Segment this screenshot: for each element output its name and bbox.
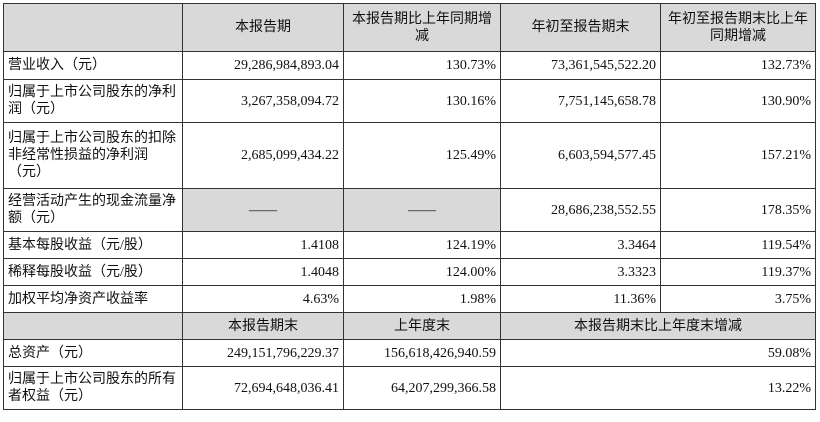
- cell-prior-year-end: 64,207,299,366.58: [343, 366, 501, 410]
- row-label: 稀释每股收益（元/股）: [3, 258, 183, 286]
- row-label: 基本每股收益（元/股）: [3, 231, 183, 259]
- table-row: 归属于上市公司股东的扣除非经常性损益的净利润（元） 2,685,099,434.…: [3, 122, 816, 189]
- cell-current-period: 2,685,099,434.22: [182, 122, 344, 189]
- cell-prior-year-end: 156,618,426,940.59: [343, 339, 501, 367]
- row-label: 归属于上市公司股东的净利润（元）: [3, 79, 183, 123]
- row-label: 营业收入（元）: [3, 51, 183, 80]
- cell-ytd-yoy: 119.37%: [660, 258, 816, 286]
- cell-change: 13.22%: [500, 366, 816, 410]
- table-row: 归属于上市公司股东的净利润（元） 3,267,358,094.72 130.16…: [3, 79, 816, 123]
- cell-ytd-yoy: 178.35%: [660, 188, 816, 232]
- cell-current-period-yoy: 130.73%: [343, 51, 501, 80]
- header2-change: 本报告期末比上年度末增减: [500, 312, 816, 340]
- cell-ytd-yoy: 157.21%: [660, 122, 816, 189]
- cell-ytd-yoy: 3.75%: [660, 285, 816, 313]
- cell-current-period: 29,286,984,893.04: [182, 51, 344, 80]
- cell-ytd: 3.3464: [500, 231, 661, 259]
- cell-current-period-yoy: 125.49%: [343, 122, 501, 189]
- cell-ytd: 73,361,545,522.20: [500, 51, 661, 80]
- cell-current-period: 4.63%: [182, 285, 344, 313]
- row-label: 加权平均净资产收益率: [3, 285, 183, 313]
- header2-period-end: 本报告期末: [182, 312, 344, 340]
- header2-corner-cell: [3, 312, 183, 340]
- row-label: 经营活动产生的现金流量净额（元）: [3, 188, 183, 232]
- table-row: 稀释每股收益（元/股） 1.4048 124.00% 3.3323 119.37…: [3, 258, 816, 286]
- row-label: 归属于上市公司股东的扣除非经常性损益的净利润（元）: [3, 122, 183, 189]
- cell-ytd-yoy: 132.73%: [660, 51, 816, 80]
- header-current-period-yoy: 本报告期比上年同期增减: [343, 3, 501, 52]
- cell-ytd: 6,603,594,577.45: [500, 122, 661, 189]
- row-label: 总资产（元）: [3, 339, 183, 367]
- table-row: 总资产（元） 249,151,796,229.37 156,618,426,94…: [3, 339, 816, 367]
- header2-prior-year-end: 上年度末: [343, 312, 501, 340]
- cell-ytd-yoy: 119.54%: [660, 231, 816, 259]
- table-row: 经营活动产生的现金流量净额（元） —— —— 28,686,238,552.55…: [3, 188, 816, 232]
- financial-table-wrapper: 本报告期 本报告期比上年同期增减 年初至报告期末 年初至报告期末比上年同期增减 …: [3, 3, 816, 410]
- cell-current-period-yoy: ——: [343, 188, 501, 232]
- cell-current-period-yoy: 130.16%: [343, 79, 501, 123]
- cell-period-end: 72,694,648,036.41: [182, 366, 344, 410]
- financial-summary-table: 本报告期 本报告期比上年同期增减 年初至报告期末 年初至报告期末比上年同期增减 …: [3, 3, 816, 410]
- cell-current-period-yoy: 124.00%: [343, 258, 501, 286]
- table-row: 归属于上市公司股东的所有者权益（元） 72,694,648,036.41 64,…: [3, 366, 816, 410]
- table-row: 加权平均净资产收益率 4.63% 1.98% 11.36% 3.75%: [3, 285, 816, 313]
- cell-change: 59.08%: [500, 339, 816, 367]
- cell-current-period: ——: [182, 188, 344, 232]
- cell-ytd: 28,686,238,552.55: [500, 188, 661, 232]
- cell-ytd-yoy: 130.90%: [660, 79, 816, 123]
- cell-current-period: 1.4048: [182, 258, 344, 286]
- row-label: 归属于上市公司股东的所有者权益（元）: [3, 366, 183, 410]
- header-corner-cell: [3, 3, 183, 52]
- cell-ytd: 3.3323: [500, 258, 661, 286]
- header-ytd: 年初至报告期末: [500, 3, 661, 52]
- cell-ytd: 11.36%: [500, 285, 661, 313]
- table-row: 营业收入（元） 29,286,984,893.04 130.73% 73,361…: [3, 51, 816, 80]
- cell-current-period: 3,267,358,094.72: [182, 79, 344, 123]
- cell-current-period: 1.4108: [182, 231, 344, 259]
- header-current-period: 本报告期: [182, 3, 344, 52]
- table-row: 基本每股收益（元/股） 1.4108 124.19% 3.3464 119.54…: [3, 231, 816, 259]
- header-row: 本报告期 本报告期比上年同期增减 年初至报告期末 年初至报告期末比上年同期增减: [3, 3, 816, 52]
- cell-period-end: 249,151,796,229.37: [182, 339, 344, 367]
- header-row-2: 本报告期末 上年度末 本报告期末比上年度末增减: [3, 312, 816, 340]
- cell-ytd: 7,751,145,658.78: [500, 79, 661, 123]
- header-ytd-yoy: 年初至报告期末比上年同期增减: [660, 3, 816, 52]
- cell-current-period-yoy: 1.98%: [343, 285, 501, 313]
- cell-current-period-yoy: 124.19%: [343, 231, 501, 259]
